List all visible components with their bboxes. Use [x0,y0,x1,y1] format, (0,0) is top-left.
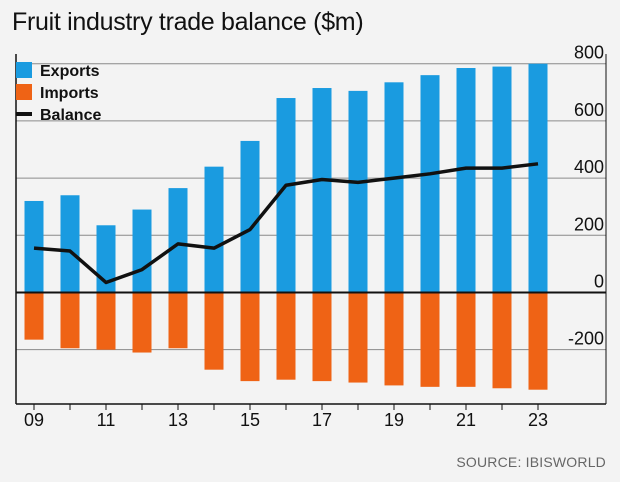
bar-imports [132,292,152,353]
bar-exports [456,68,476,293]
x-tick-label: 21 [456,410,476,430]
y-tick-label: -200 [568,329,604,349]
bar-exports [312,88,332,293]
bar-imports [312,292,332,382]
x-tick-label: 15 [240,410,260,430]
x-tick-label: 11 [97,410,116,430]
y-tick-label: 400 [574,157,604,177]
bar-exports [276,98,296,293]
x-tick-label: 09 [24,410,44,430]
y-tick-label: 0 [594,271,604,291]
legend-swatch-exports [16,62,32,78]
bar-imports [420,292,440,387]
bars [24,63,548,390]
bar-exports [528,63,548,293]
bar-imports [204,292,224,370]
bar-exports [24,200,44,293]
bar-exports [60,195,80,293]
bar-imports [24,292,44,340]
bar-imports [348,292,368,383]
balance-line [33,162,539,285]
bar-imports [528,292,548,390]
bar-exports [240,140,260,293]
x-tick-label: 23 [528,410,548,430]
source-note: SOURCE: IBISWORLD [456,454,606,470]
legend-label-balance: Balance [40,107,101,124]
bar-exports [384,82,404,293]
bar-exports [96,225,116,293]
bar-imports [96,292,116,350]
bar-imports [384,292,404,386]
bar-imports [492,292,512,389]
bar-exports [132,209,152,293]
bar-imports [456,292,476,387]
axes: -200 0 200 400 600 800 09 11 13 15 17 19 21 23 [15,43,607,430]
bar-exports [348,90,368,293]
bar-imports [240,292,260,382]
bar-exports [168,188,188,293]
legend-label-exports: Exports [40,63,100,80]
x-tick-label: 13 [168,410,188,430]
bar-imports [60,292,80,349]
balance-line-layer [33,162,539,285]
x-tick-label: 17 [312,410,332,430]
y-tick-label: 200 [574,214,604,234]
bar-exports [492,66,512,293]
bar-exports [420,75,440,293]
bar-imports [168,292,188,349]
y-tick-label: 800 [574,43,604,63]
bar-imports [276,292,296,380]
chart-title: Fruit industry trade balance ($m) [12,8,364,36]
legend-swatch-imports [16,84,32,100]
x-tick-label: 19 [384,410,404,430]
legend: Exports Imports Balance [16,62,101,124]
bar-exports [204,166,224,293]
y-tick-label: 600 [574,100,604,120]
legend-label-imports: Imports [40,85,99,102]
